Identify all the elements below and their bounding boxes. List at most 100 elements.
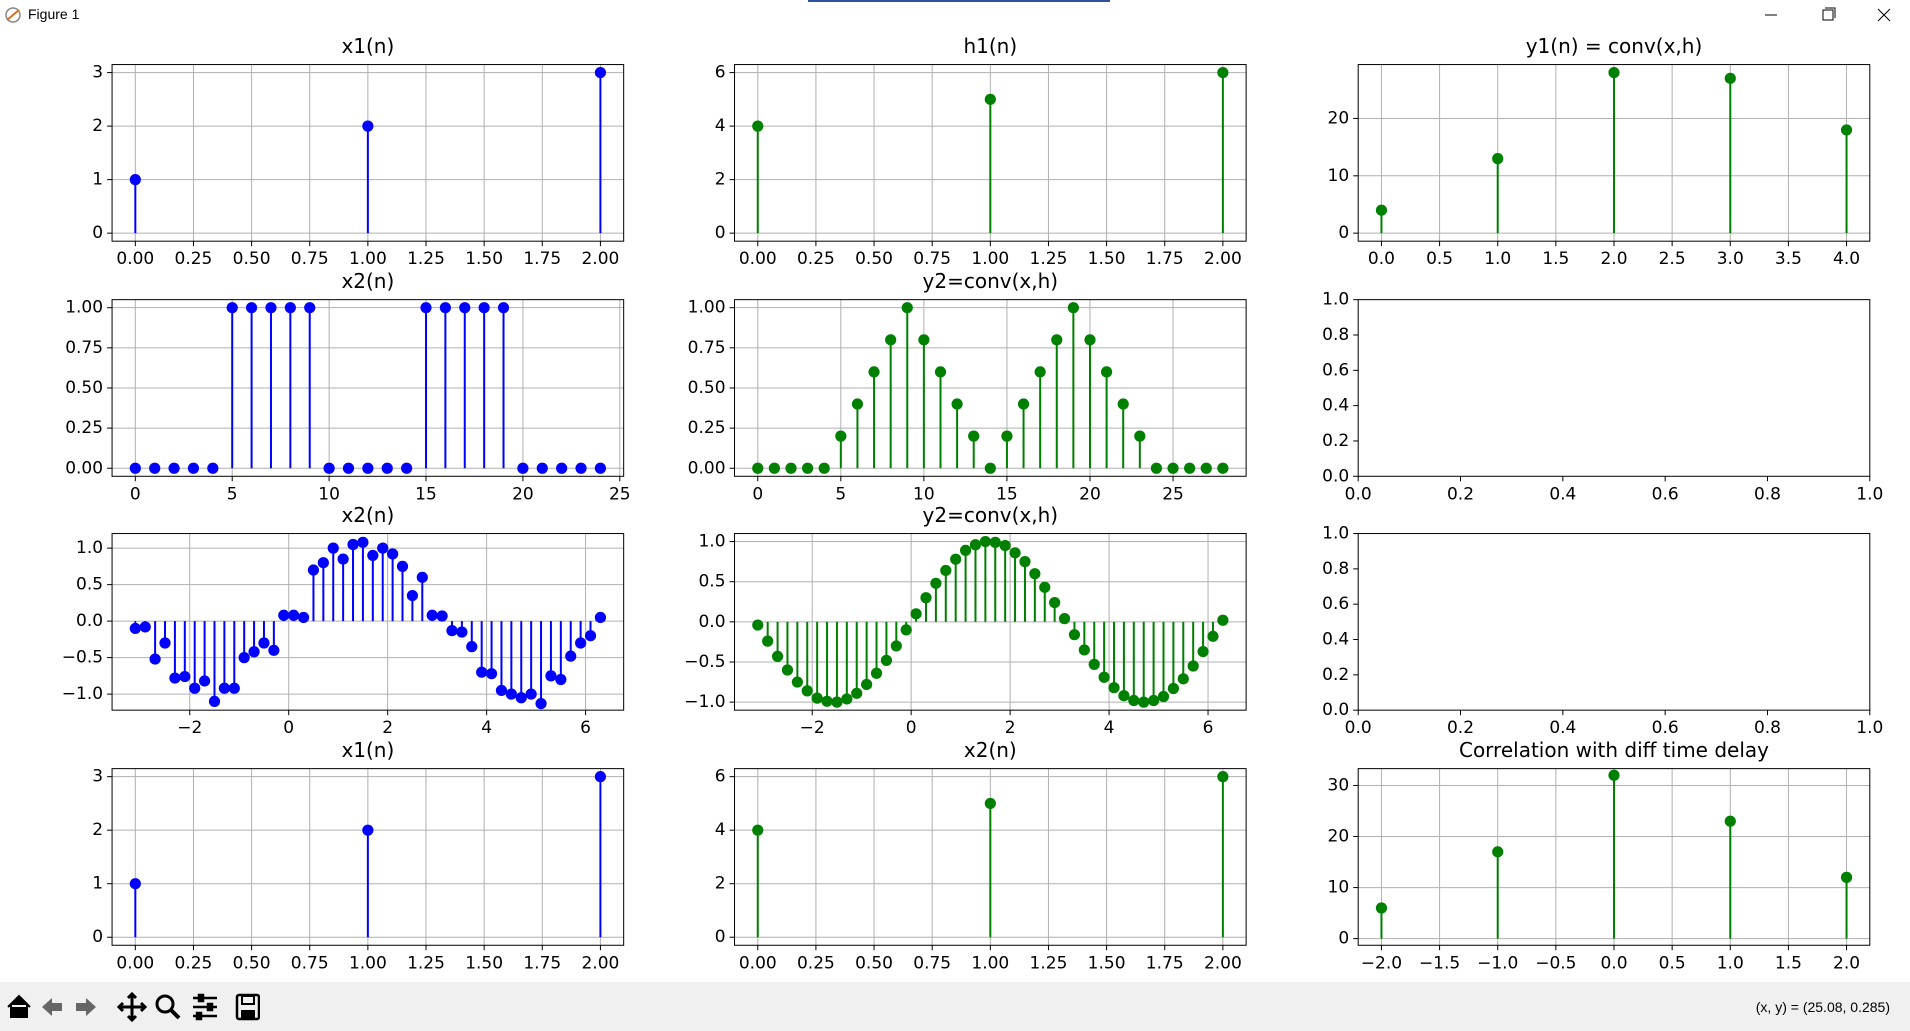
y-tick-label: 6 xyxy=(715,63,726,83)
stem-marker xyxy=(752,120,764,132)
x-tick-label: 0.6 xyxy=(1652,484,1679,504)
x-tick-label: 0.8 xyxy=(1754,718,1781,738)
stem-marker xyxy=(208,695,221,708)
x-tick-label: 2.0 xyxy=(1600,249,1627,269)
stem-marker xyxy=(1117,398,1129,410)
x-tick-label: 1.50 xyxy=(465,249,503,269)
stem-marker xyxy=(396,560,409,572)
stem-marker xyxy=(362,120,374,132)
y-tick-label: 1.0 xyxy=(76,538,103,558)
y-tick-label: −0.5 xyxy=(62,648,103,668)
x-tick-label: 0 xyxy=(283,718,294,738)
stem-marker xyxy=(439,302,451,314)
subplot: 0.00 0.25 0.50 0.75 1.00 1.25 1.50 1.75 2.00 0 1 2 3… xyxy=(92,34,625,269)
subplot-title: x1(n) xyxy=(341,34,394,58)
minimize-button[interactable] xyxy=(1743,0,1799,30)
y-tick-label: 1.0 xyxy=(1322,524,1349,544)
stem-marker xyxy=(1088,658,1100,670)
x-tick-label: 0.6 xyxy=(1652,718,1679,738)
save-button[interactable] xyxy=(235,993,260,1021)
stem-marker xyxy=(968,430,980,442)
stem-marker xyxy=(149,462,161,474)
x-tick-label: 10 xyxy=(318,484,340,504)
y-tick-label: 20 xyxy=(1328,108,1350,128)
stem-marker xyxy=(149,653,161,665)
axes-frame xyxy=(111,64,625,242)
stem-marker xyxy=(984,93,996,105)
x-tick-label: 15 xyxy=(996,484,1018,504)
subplot: 0.00 0.25 0.50 0.75 1.00 1.25 1.50 1.75 2.00 0 2 4 6… xyxy=(715,34,1247,269)
stem-marker xyxy=(284,302,296,314)
y-tick-label: 4 xyxy=(715,820,726,840)
x-tick-label: 5 xyxy=(835,484,846,504)
y-tick-label: 0 xyxy=(92,223,103,243)
stem-marker xyxy=(401,462,413,474)
stem-marker xyxy=(387,548,399,560)
zoom-button[interactable] xyxy=(155,994,181,1020)
stem-marker xyxy=(1034,366,1046,378)
stem-marker xyxy=(1167,682,1179,695)
maximize-button[interactable] xyxy=(1800,0,1856,30)
subplot: 0.00 0.25 0.50 0.75 1.00 1.25 1.50 1.75 2.00 0 2 4 6… xyxy=(715,738,1247,973)
stem-marker xyxy=(801,685,813,697)
stem-marker xyxy=(1840,124,1853,136)
x-tick-label: 1.5 xyxy=(1542,249,1569,269)
y-tick-label: 2 xyxy=(715,874,726,894)
home-button[interactable] xyxy=(7,994,31,1018)
stem-marker xyxy=(1100,366,1113,378)
stem-marker xyxy=(406,589,419,602)
y-tick-label: 0.0 xyxy=(1322,466,1349,486)
x-tick-label: 0.0 xyxy=(1368,249,1395,269)
stem-marker xyxy=(984,462,996,474)
stem-marker xyxy=(1217,771,1229,783)
stem-marker xyxy=(362,824,374,836)
close-button[interactable] xyxy=(1856,0,1910,30)
stem-marker xyxy=(129,462,141,474)
stem-marker xyxy=(1098,671,1110,683)
stem-marker xyxy=(139,621,151,633)
stem-marker xyxy=(594,771,607,783)
x-tick-label: 0.00 xyxy=(116,953,154,973)
x-tick-label: 0.5 xyxy=(1659,953,1686,973)
stem-marker xyxy=(1184,462,1196,474)
y-tick-label: 0.5 xyxy=(698,572,725,592)
stem-marker xyxy=(920,592,932,604)
x-tick-label: 0.50 xyxy=(233,953,271,973)
stem-marker xyxy=(868,366,880,378)
y-tick-label: 10 xyxy=(1328,166,1350,186)
stem-marker xyxy=(1608,769,1620,781)
pan-button[interactable] xyxy=(116,991,148,1023)
configure-button[interactable] xyxy=(193,993,217,1021)
x-tick-label: −2.0 xyxy=(1361,953,1402,973)
stem-marker xyxy=(304,302,316,314)
stem-marker xyxy=(752,462,764,474)
stem-marker xyxy=(426,609,438,621)
stem-marker xyxy=(901,302,913,314)
x-tick-label: 0.25 xyxy=(797,249,835,269)
stem-marker xyxy=(1375,204,1388,216)
stem-marker xyxy=(1197,645,1209,658)
stem-marker xyxy=(584,630,597,642)
x-tick-label: 0.00 xyxy=(739,953,777,973)
x-tick-label: 0.00 xyxy=(739,249,777,269)
stem-marker xyxy=(245,302,258,314)
x-tick-label: −2 xyxy=(177,718,202,738)
forward-button[interactable] xyxy=(76,998,96,1016)
x-tick-label: 1.75 xyxy=(523,953,561,973)
x-tick-label: −1.5 xyxy=(1419,953,1460,973)
title-bar: Figure 1 xyxy=(0,0,1910,30)
stem-marker xyxy=(179,670,191,683)
stem-marker xyxy=(831,696,843,708)
back-button[interactable] xyxy=(42,998,62,1016)
window-title: Figure 1 xyxy=(28,6,80,22)
y-tick-label: 1 xyxy=(92,170,103,190)
x-tick-label: 0.2 xyxy=(1447,718,1474,738)
y-tick-label: 0.75 xyxy=(65,338,103,358)
subplot: 0 5 10 15 20 25 0.00 0.25 0.50 0.75 1.00 y2=conv(x,… xyxy=(688,269,1247,504)
x-tick-label: 1.25 xyxy=(1030,953,1068,973)
stem-marker xyxy=(459,302,471,314)
x-tick-label: 15 xyxy=(415,484,437,504)
axes-frame xyxy=(1357,64,1871,242)
y-tick-label: 0 xyxy=(715,223,726,243)
